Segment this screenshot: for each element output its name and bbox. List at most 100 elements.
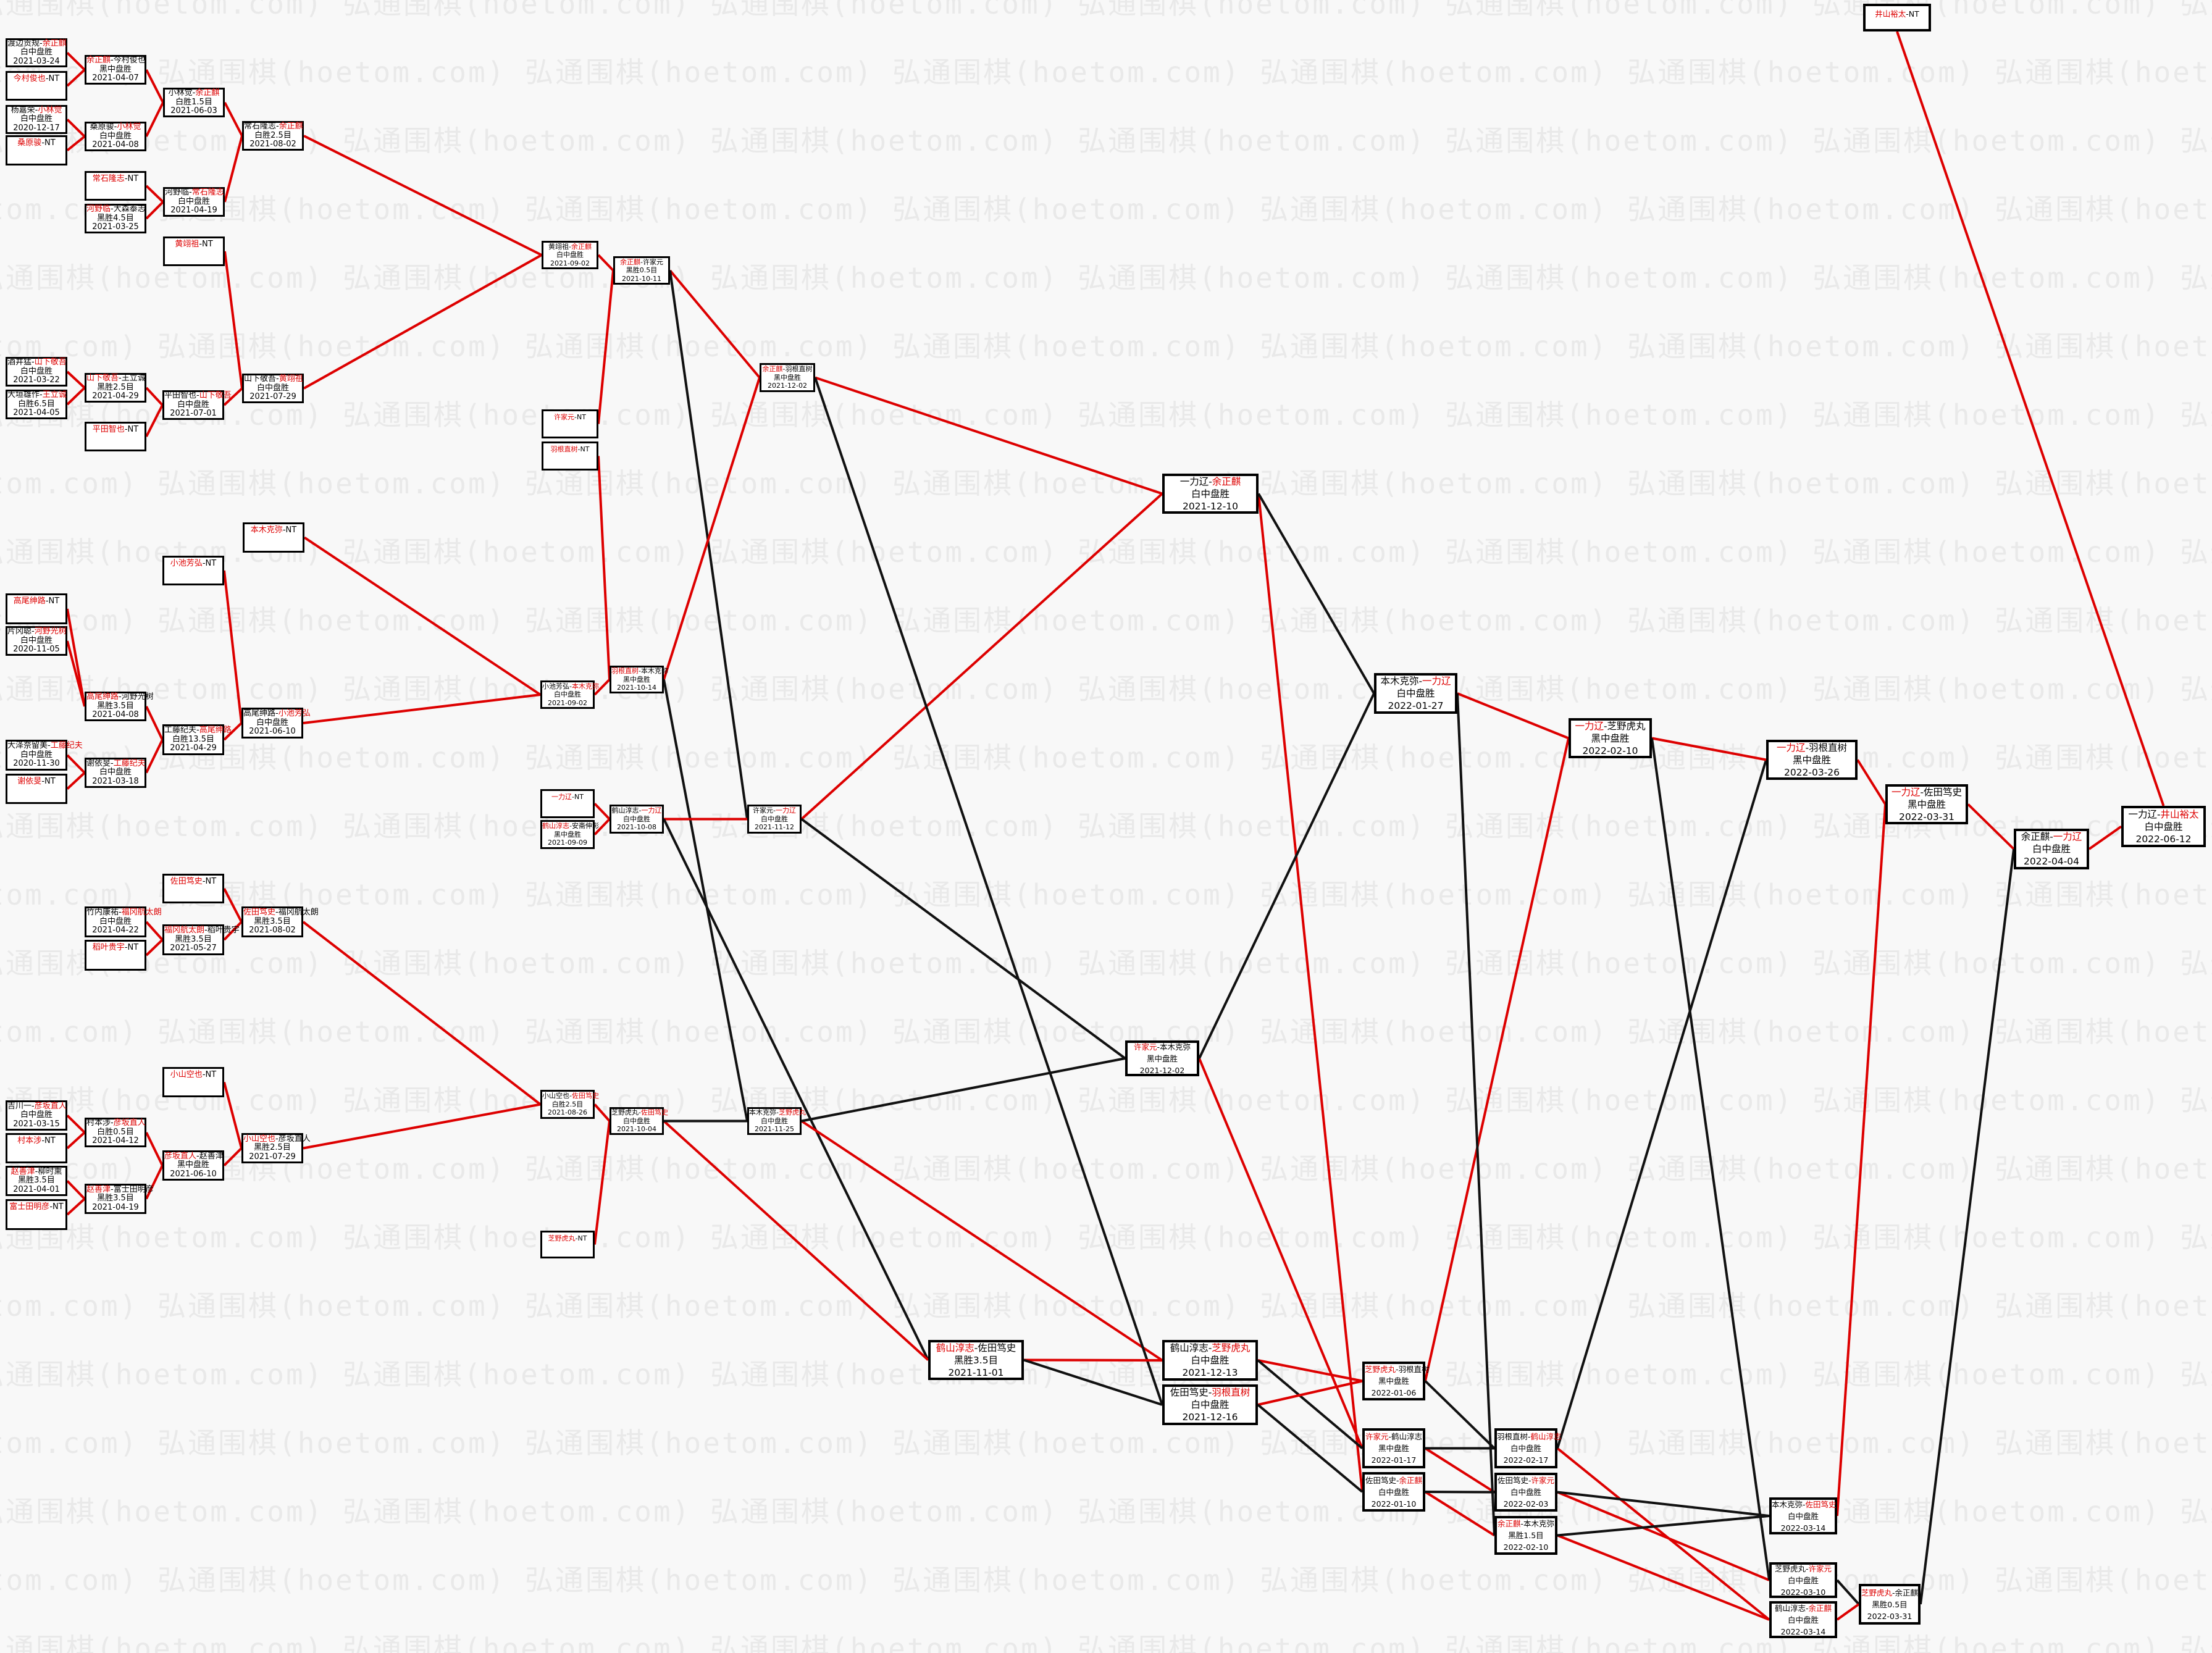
match-box[interactable]: 福冈航太朗-稻叶贵宇 黑胜3.5目 2021-05-27 [162, 924, 240, 955]
match-box[interactable]: 芝野虎丸-佐田笃史 白中盘胜 2021-10-04 [610, 1107, 668, 1135]
match-box[interactable]: 高尾绅路-小池芳弘 白中盘胜 2021-06-10 [241, 708, 311, 739]
match-box[interactable]: 小山空也-彦坂直人 黑胜2.5目 2021-07-29 [241, 1133, 311, 1163]
match-box[interactable]: 平田智也-山下敬吾 白中盘胜 2021-07-01 [162, 390, 232, 420]
match-result: 白胜2.5目 [254, 130, 291, 140]
players-line: 羽根直树-鹤山淳志 [1497, 1431, 1562, 1442]
match-box[interactable]: 黄翊祖-余正麒 白中盘胜 2021-09-02 [542, 241, 598, 269]
player2-name: 佐田笃史 [1924, 786, 1963, 798]
name-separator: - [640, 257, 643, 266]
player1-name: 吉川一 [7, 1101, 32, 1111]
match-box[interactable]: 工藤纪夫-高尾绅路 白胜13.5目 2021-04-29 [162, 724, 232, 755]
match-box[interactable]: 鹤山淳志-余正麒 白中盘胜 2022-03-14 [1769, 1601, 1837, 1638]
bye-box: 许家元-NT [542, 409, 598, 438]
players-line: 杨嘉荣-小林觉 [7, 106, 65, 115]
match-box[interactable]: 大泽奈留美-工藤纪夫 白中盘胜 2020-11-30 [6, 740, 83, 771]
player1-name: 高尾绅路 [243, 709, 276, 719]
match-box[interactable]: 彦坂直人-赵善津 黑中盘胜 2021-06-10 [162, 1150, 224, 1181]
match-box[interactable]: 赵善津-富士田明彦 黑胜3.5目 2021-04-19 [85, 1184, 154, 1214]
match-box[interactable]: 本木克弥-芝野虎丸 白中盘胜 2021-11-25 [747, 1107, 806, 1135]
match-box[interactable]: 余正麒-一力辽 白中盘胜 2022-04-04 [2014, 829, 2089, 869]
winner-advance-line [145, 921, 164, 941]
winner-advance-line [223, 1081, 243, 1149]
match-date: 2021-04-08 [92, 710, 139, 720]
match-box[interactable]: 余正麒-今村俊也 黑中盘胜 2021-04-07 [85, 55, 146, 85]
match-box[interactable]: 小池芳弘-本木克弥 白中盘胜 2021-09-02 [540, 680, 599, 709]
match-box[interactable]: 桑原骏-小林觉 白中盘胜 2021-04-08 [85, 122, 146, 151]
match-box[interactable]: 河野临-常石隆志 白中盘胜 2021-04-19 [163, 187, 225, 217]
match-box[interactable]: 小山空也-佐田笃史 白胜2.5目 2021-08-26 [540, 1090, 599, 1119]
match-box[interactable]: 酒井猛-山下敬吾 白中盘胜 2021-03-22 [6, 357, 67, 387]
match-box[interactable]: 鹤山淳志-安斋伸彰 黑中盘胜 2021-09-09 [540, 820, 599, 849]
player1-name-winner: 稻叶贵宇 [92, 943, 125, 952]
match-box[interactable]: 许家元-一力辽 白中盘胜 2021-11-12 [747, 805, 802, 834]
match-box[interactable]: 芝野虎丸-许家元 白中盘胜 2022-03-10 [1769, 1562, 1837, 1598]
name-separator: - [1906, 9, 1909, 19]
players-line: 酒井猛-山下敬吾 [7, 358, 67, 367]
match-box[interactable]: 本木克弥-一力辽 白中盘胜 2022-01-27 [1374, 673, 1457, 714]
name-separator: - [1892, 1588, 1895, 1597]
match-box[interactable]: 芝野虎丸-羽根直树 黑中盘胜 2022-01-06 [1362, 1362, 1430, 1400]
match-box[interactable]: 羽根直树-鹤山淳志 白中盘胜 2022-02-17 [1494, 1428, 1562, 1468]
winner-advance-line [223, 888, 243, 923]
match-box[interactable]: 高尾绅路-河野光树 黑胜3.5目 2021-04-08 [85, 692, 154, 721]
match-box[interactable]: 竹内康祐-福冈航太朗 白中盘胜 2021-04-22 [85, 906, 162, 937]
match-box[interactable]: 佐田笃史-余正麒 白中盘胜 2022-01-10 [1362, 1472, 1425, 1512]
match-box[interactable]: 一力辽-余正麒 白中盘胜 2021-12-10 [1162, 474, 1259, 514]
match-box[interactable]: 佐田笃史-羽根直树 白中盘胜 2021-12-16 [1162, 1384, 1258, 1425]
name-separator: - [192, 88, 196, 98]
match-result: 白胜6.5目 [18, 399, 55, 409]
player2-name-winner: 王立诚 [42, 390, 67, 400]
match-box[interactable]: 赵善津-柳时熏 黑胜3.5目 2021-04-01 [6, 1166, 67, 1196]
match-box[interactable]: 许家元-鹤山淳志 黑中盘胜 2022-01-17 [1362, 1428, 1425, 1468]
match-box[interactable]: 余正麒-羽根直树 黑中盘胜 2021-12-02 [760, 363, 815, 392]
name-separator: - [114, 122, 117, 132]
match-box[interactable]: 鹤山淳志-芝野虎丸 白中盘胜 2021-12-13 [1162, 1340, 1258, 1381]
match-box[interactable]: 一力辽-井山裕太 白中盘胜 2022-06-12 [2121, 806, 2206, 847]
match-box[interactable]: 谢依旻-工藤纪夫 白中盘胜 2021-03-18 [85, 758, 146, 788]
match-box[interactable]: 鹤山淳志-一力辽 白中盘胜 2021-10-08 [610, 805, 664, 834]
match-result: 黑胜2.5目 [97, 382, 134, 392]
match-result: 白中盘胜 [1510, 1444, 1541, 1453]
match-box[interactable]: 芝野虎丸-余正麒 黑胜0.5目 2022-03-31 [1859, 1584, 1921, 1625]
player1-name: 羽根直树 [1497, 1432, 1528, 1441]
player2-name-winner: 余正麒 [1808, 1603, 1832, 1613]
match-result: 白中盘胜 [20, 1110, 52, 1120]
match-box[interactable]: 一力辽-芝野虎丸 黑中盘胜 2022-02-10 [1569, 718, 1652, 758]
name-separator: - [31, 627, 35, 637]
match-box[interactable]: 大垣雄作-王立诚 白胜6.5目 2021-04-05 [6, 390, 67, 419]
match-box[interactable]: 常石隆志-余正麒 白胜2.5目 2021-08-02 [242, 121, 304, 151]
player1-name: 鹤山淳志 [611, 806, 639, 815]
match-box[interactable]: 小林觉-余正麒 白胜1.5目 2021-06-03 [163, 88, 225, 117]
match-box[interactable]: 片冈聪-河野光树 白中盘胜 2020-11-05 [6, 626, 67, 656]
match-date: 2021-08-02 [249, 140, 296, 149]
match-box[interactable]: 余正麒-本木克弥 黑胜1.5目 2022-02-10 [1494, 1516, 1557, 1555]
match-box[interactable]: 一力辽-佐田笃史 黑中盘胜 2022-03-31 [1885, 784, 1968, 824]
watermark-text: 弘通围棋(hoetom.com) 弘通围棋(hoetom.com) 弘通围棋(h… [0, 261, 2212, 295]
match-box[interactable]: 山下敬吾-黄翊祖 白中盘胜 2021-07-29 [242, 374, 304, 403]
match-box[interactable]: 余正麒-许家元 黑胜0.5目 2021-10-11 [613, 256, 670, 285]
match-result: 白中盘胜 [177, 196, 210, 206]
match-box[interactable]: 渡边贡规-余正麒 白中盘胜 2021-03-24 [6, 38, 67, 67]
player2-name: 彦坂直人 [278, 1134, 311, 1144]
match-box[interactable]: 一力辽-羽根直树 黑中盘胜 2022-03-26 [1766, 740, 1858, 780]
match-box[interactable]: 本木克弥-佐田笃史 白中盘胜 2022-03-14 [1769, 1497, 1837, 1534]
match-result: 黑中盘胜 [1907, 798, 1946, 810]
match-box[interactable]: 佐田笃史-福冈航太朗 黑胜3.5目 2021-08-02 [241, 906, 319, 937]
match-box[interactable]: 吉川一-彦坂直人 白中盘胜 2021-03-15 [6, 1100, 67, 1131]
match-box[interactable]: 鹤山淳志-佐田笃史 黑胜3.5目 2021-11-01 [928, 1340, 1024, 1380]
match-box[interactable]: 村本涉-彦坂直人 白胜0.5目 2021-04-12 [85, 1118, 146, 1147]
match-date: 2021-10-08 [617, 823, 656, 832]
winner-advance-line [223, 387, 243, 406]
player1-name-winner: 一力辽 [1891, 786, 1921, 798]
player2-name: 余正麒 [1895, 1588, 1919, 1597]
name-separator: - [119, 692, 122, 702]
name-separator: - [35, 1166, 38, 1176]
match-box[interactable]: 山下敬吾-王立诚 黑胜2.5目 2021-04-29 [85, 373, 146, 403]
match-box[interactable]: 佐田笃史-许家元 白中盘胜 2022-02-03 [1494, 1473, 1557, 1512]
match-box[interactable]: 羽根直树-本木克弥 黑中盘胜 2021-10-14 [610, 666, 668, 693]
player1-name: 鹤山淳志 [1170, 1342, 1209, 1354]
winner-advance-line [1257, 1359, 1363, 1383]
match-box[interactable]: 河野临-大森泰志 黑胜4.5目 2021-03-25 [85, 204, 146, 233]
match-box[interactable]: 杨嘉荣-小林觉 白中盘胜 2020-12-17 [6, 105, 67, 134]
match-box[interactable]: 许家元-本木克弥 黑中盘胜 2021-12-02 [1125, 1040, 1199, 1076]
